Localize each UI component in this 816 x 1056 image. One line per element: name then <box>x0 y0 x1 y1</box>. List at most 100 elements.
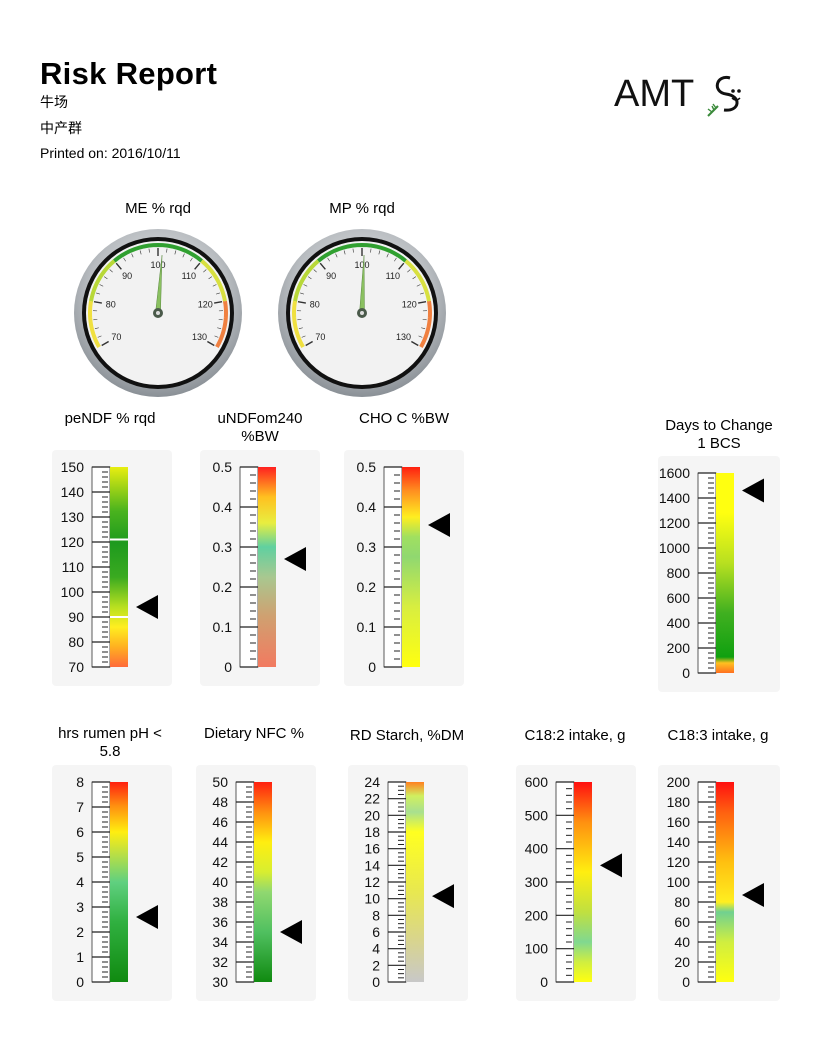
scale-tick-label: 300 <box>525 874 549 890</box>
gauge-tick <box>327 257 330 262</box>
gauge-tick <box>319 262 326 270</box>
gauge-hub-center <box>360 311 364 315</box>
gauge-tick <box>215 292 220 295</box>
scale-ruler <box>383 466 403 668</box>
scale-tick-label: 140 <box>667 834 691 850</box>
gauge-tick <box>203 269 207 273</box>
gauge-tick <box>418 335 423 338</box>
scale-tick-label: 800 <box>667 565 691 581</box>
bar-title-rumen: hrs rumen pH <5.8 <box>58 725 162 760</box>
scale-value-pointer <box>284 547 306 571</box>
scale-tick-label: 0 <box>682 974 690 990</box>
scale-tick-label: 5 <box>76 849 84 865</box>
gauge-arc-0 <box>87 300 101 348</box>
scale-tick-label: 90 <box>68 609 84 625</box>
gauge-tick-label: 120 <box>402 300 417 310</box>
gauge-tick <box>97 335 102 338</box>
scale-tick-label: 0.4 <box>357 499 377 515</box>
gauge-tick <box>416 284 421 287</box>
gauge-tick-label: 110 <box>386 271 400 281</box>
scale-tick-label: 1 <box>76 949 84 965</box>
scale-tick-label: 400 <box>525 841 549 857</box>
scale-tick-label: 4 <box>76 874 84 890</box>
scale-color-bar <box>402 467 420 667</box>
gauge-tick <box>214 301 223 304</box>
gauge-tick <box>313 269 317 273</box>
scale-tick-label: 6 <box>76 824 84 840</box>
scale-tick-label: 100 <box>61 584 85 600</box>
scale-tick-label: 70 <box>68 659 84 675</box>
gauge-hub-center <box>156 311 160 315</box>
scale-tick-label: 0.3 <box>213 539 233 555</box>
scale-tick-label: 120 <box>61 534 85 550</box>
gauge-tick <box>208 276 213 280</box>
gauge-tick <box>300 292 305 295</box>
scale-tick-label: 0.1 <box>213 619 233 635</box>
scale-pendf: 70 80 90 100 110 120 130 140 150 <box>52 450 172 686</box>
scale-tick-label: 1200 <box>659 515 690 531</box>
scale-tick-label: 40 <box>212 874 228 890</box>
gauge-mp: 70 80 90 100 110 120 130 <box>277 228 447 398</box>
gauge-arc-4 <box>419 300 433 348</box>
gauge-arc-3 <box>404 259 431 302</box>
gauge-tick-label: 70 <box>111 332 121 342</box>
scale-tick-label: 600 <box>525 774 549 790</box>
scale-tick-label: 0.2 <box>357 579 377 595</box>
gauge-tick <box>419 292 424 295</box>
scale-tick-label: 100 <box>525 941 549 957</box>
gauge-tick <box>214 335 219 338</box>
printed-date: Printed on: 2016/10/11 <box>40 145 181 161</box>
bar-title-c183: C18:3 intake, g <box>667 727 769 744</box>
scale-tick-label: 80 <box>68 634 84 650</box>
scale-tick-label: 20 <box>674 954 690 970</box>
gauge-tick <box>394 257 397 262</box>
scale-tick-label: 200 <box>667 774 691 790</box>
gauge-tick-label: 100 <box>354 260 369 270</box>
gauge-tick <box>378 250 381 255</box>
scale-tick-label: 16 <box>364 841 380 857</box>
scale-tick-label: 0.5 <box>357 459 377 475</box>
gauge-tick <box>166 248 168 253</box>
scale-color-bar <box>258 467 276 667</box>
scale-tick-label: 4 <box>372 941 380 957</box>
gauge-tick <box>411 340 419 347</box>
scale-tick-label: 200 <box>525 907 549 923</box>
gauge-arc-2 <box>317 242 407 263</box>
scale-tick-label: 7 <box>76 799 84 815</box>
gauge-arc-2 <box>113 242 203 263</box>
gauge-tick <box>194 262 201 270</box>
gauge-tick <box>96 292 101 295</box>
scale-tick-label: 110 <box>62 559 85 575</box>
scale-tick-label: 0 <box>224 659 232 675</box>
scale-tick-label: 0 <box>372 974 380 990</box>
gauge-tick <box>412 276 417 280</box>
scale-tick-label: 140 <box>61 484 85 500</box>
gauge-tick <box>139 250 142 255</box>
gauge-arc-1 <box>293 259 320 302</box>
scale-tick-label: 18 <box>364 824 380 840</box>
gauge-arc-0 <box>291 300 305 348</box>
gauge-tick <box>407 269 411 273</box>
scale-tick-label: 22 <box>364 791 380 807</box>
scale-tick-label: 180 <box>667 794 691 810</box>
scale-undf: 0 0.1 0.2 0.3 0.4 0.5 <box>200 450 320 686</box>
scale-tick-label: 160 <box>667 814 691 830</box>
gauge-tick <box>305 340 313 347</box>
scale-tick-label: 0.1 <box>357 619 377 635</box>
scale-tick-label: 2 <box>372 957 380 973</box>
gauge-tick <box>386 253 389 258</box>
gauge-me: 70 80 90 100 110 120 130 <box>73 228 243 398</box>
gauge-tick <box>101 340 109 347</box>
gauge-tick <box>115 262 122 270</box>
gauge-tick <box>212 284 217 287</box>
scale-tick-label: 0.2 <box>213 579 233 595</box>
scale-tick-label: 0.5 <box>213 459 233 475</box>
gauge-tick-label: 130 <box>396 332 411 342</box>
gauge-tick <box>418 301 427 304</box>
bar-title-undf: uNDFom240 %BW <box>217 410 303 445</box>
gauge-tick <box>343 250 346 255</box>
scale-color-bar <box>110 782 128 982</box>
gauge-tick <box>335 253 338 258</box>
gauge-tick <box>93 301 102 304</box>
scale-tick-label: 42 <box>212 854 228 870</box>
